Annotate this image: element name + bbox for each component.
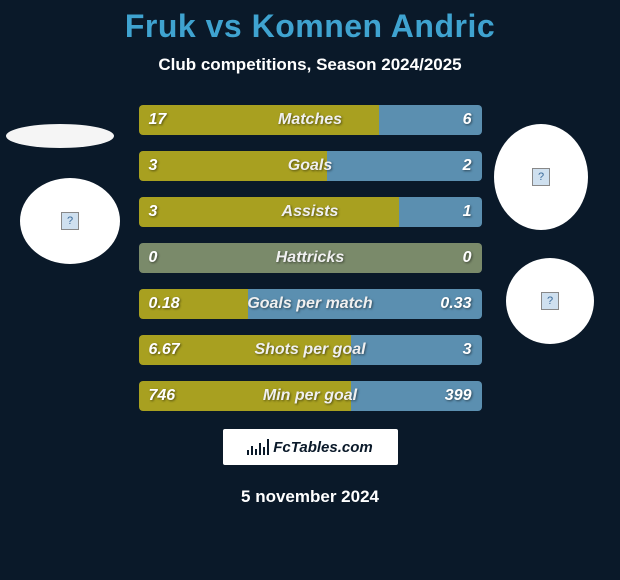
stat-label: Min per goal <box>139 381 482 411</box>
player-photo-left-flat <box>6 124 114 148</box>
stat-row: 31Assists <box>139 197 482 227</box>
logo-bars-icon <box>247 439 269 455</box>
stat-label: Assists <box>139 197 482 227</box>
comparison-card: Fruk vs Komnen Andric Club competitions,… <box>0 0 620 580</box>
stat-row: 746399Min per goal <box>139 381 482 411</box>
placeholder-icon: ? <box>532 168 550 186</box>
page-title: Fruk vs Komnen Andric <box>0 8 620 45</box>
stat-label: Shots per goal <box>139 335 482 365</box>
placeholder-icon: ? <box>61 212 79 230</box>
logo-text: FcTables.com <box>273 439 372 456</box>
stat-row: 0.180.33Goals per match <box>139 289 482 319</box>
stat-row: 176Matches <box>139 105 482 135</box>
stat-row: 6.673Shots per goal <box>139 335 482 365</box>
stat-label: Matches <box>139 105 482 135</box>
player-photo-right-big: ? <box>494 124 588 230</box>
fctables-logo: FcTables.com <box>223 429 398 465</box>
subtitle: Club competitions, Season 2024/2025 <box>0 55 620 75</box>
stat-row: 32Goals <box>139 151 482 181</box>
player-photo-left-circle: ? <box>20 178 120 264</box>
stats-list: 176Matches 32Goals 31Assists 00Hattricks 0.1… <box>139 105 482 411</box>
snapshot-date: 5 november 2024 <box>0 487 620 507</box>
stat-label: Goals per match <box>139 289 482 319</box>
placeholder-icon: ? <box>541 292 559 310</box>
stat-label: Hattricks <box>139 243 482 273</box>
player-photo-right-small: ? <box>506 258 594 344</box>
stat-row: 00Hattricks <box>139 243 482 273</box>
stat-label: Goals <box>139 151 482 181</box>
